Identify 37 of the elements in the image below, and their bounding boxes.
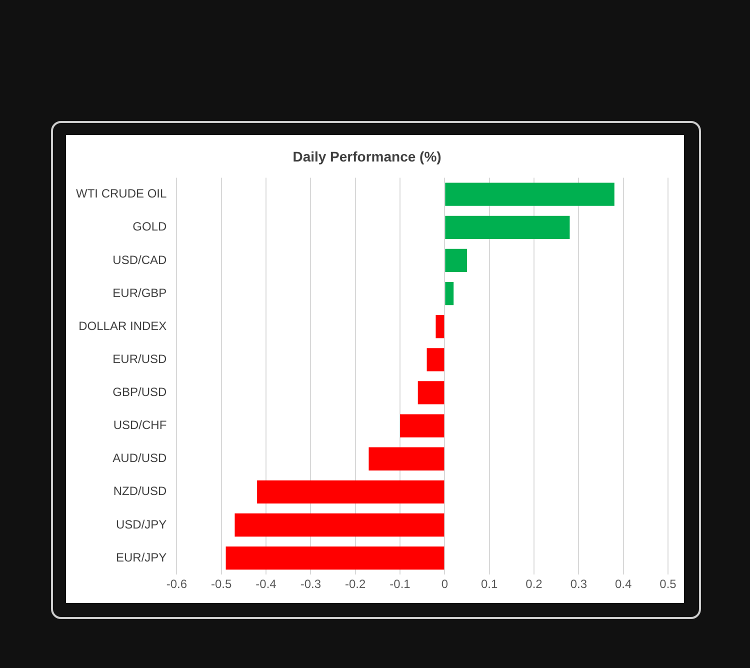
- x-tick-label: -0.2: [344, 577, 366, 592]
- x-tick-label: 0.5: [660, 577, 677, 592]
- x-tick-label: -0.3: [300, 577, 322, 592]
- x-tick-label: -0.5: [210, 577, 232, 592]
- x-tick-label: -0.1: [390, 577, 411, 592]
- x-tick-label: -0.6: [166, 577, 188, 592]
- x-tick-label: 0.4: [614, 577, 632, 592]
- bar: [400, 414, 444, 438]
- y-tick-label: EUR/GBP: [112, 286, 167, 300]
- x-tick-label: 0: [441, 577, 448, 592]
- y-tick-label: USD/CHF: [113, 418, 167, 432]
- y-tick-label: USD/CAD: [112, 252, 167, 267]
- y-tick-label: AUD/USD: [112, 451, 167, 466]
- bar: [445, 216, 570, 239]
- y-tick-label: USD/JPY: [116, 517, 167, 532]
- x-tick-label: -0.4: [256, 577, 277, 592]
- x-tick-label: 0.1: [480, 577, 498, 592]
- bar: [234, 513, 444, 537]
- bar: [445, 282, 454, 306]
- y-tick-label: GOLD: [132, 220, 167, 234]
- y-tick-label: NZD/USD: [113, 484, 167, 498]
- bar: [226, 546, 444, 570]
- bar: [445, 248, 467, 272]
- bar: [257, 480, 444, 504]
- y-tick-label: EUR/USD: [112, 352, 167, 366]
- x-tick-label: 0.3: [570, 577, 588, 592]
- chart-title: Daily Performance (%): [292, 148, 442, 164]
- y-tick-label: GBP/USD: [112, 385, 167, 400]
- y-tick-label: WTI CRUDE OIL: [76, 186, 167, 201]
- y-tick-label: DOLLAR INDEX: [78, 318, 167, 333]
- bar: [418, 381, 444, 404]
- bar: [436, 315, 444, 338]
- y-tick-label: EUR/JPY: [116, 550, 167, 564]
- bar: [445, 182, 614, 206]
- x-tick-label: 0.2: [526, 577, 543, 592]
- bar: [426, 348, 444, 372]
- bar: [368, 447, 444, 470]
